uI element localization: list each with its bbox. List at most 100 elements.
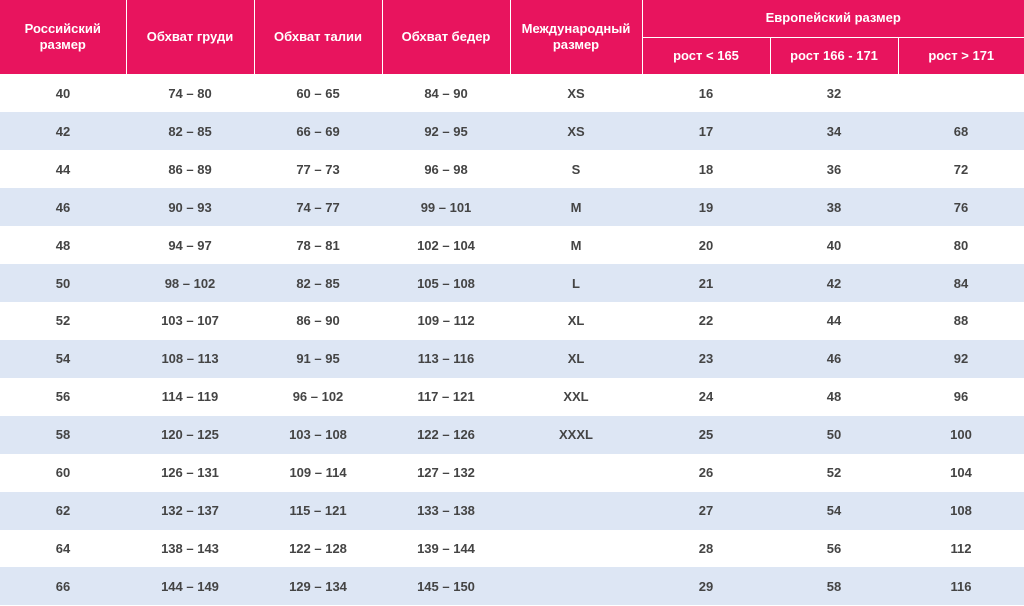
table-row: 42 82 – 85 66 – 69 92 – 95 XS 17 34 68 <box>0 112 1024 151</box>
table-cell: 18 <box>698 161 714 177</box>
table-row: 54 108 – 113 91 – 95 113 – 116 XL 23 46 92 <box>0 339 1024 378</box>
table-cell: 138 – 143 <box>161 541 219 557</box>
table-cell: 42 <box>770 264 898 303</box>
table-cell: 108 <box>898 491 1024 530</box>
table-cell: 44 <box>826 313 842 329</box>
table-cell: 76 <box>898 188 1024 227</box>
table-cell: 46 <box>0 188 126 227</box>
table-cell: L <box>510 264 642 303</box>
table-cell: 103 – 107 <box>161 313 219 329</box>
table-row: 60 126 – 131 109 – 114 127 – 132 26 52 104 <box>0 454 1024 492</box>
table-cell: 56 <box>826 541 842 557</box>
empty-cell <box>510 454 642 492</box>
table-cell: 60 <box>55 465 71 481</box>
table-cell: 91 – 95 <box>254 339 382 378</box>
table-cell: XL <box>567 313 585 329</box>
header-row: Российский размер Обхват груди Обхват тали… <box>0 0 1024 75</box>
table-cell: 92 – 95 <box>382 112 510 151</box>
table-cell: 56 <box>55 389 71 405</box>
table-cell: 54 <box>0 339 126 378</box>
table-cell: 88 <box>953 313 969 329</box>
table-cell: 62 <box>0 491 126 530</box>
table-cell: 122 – 126 <box>382 415 510 454</box>
table-cell: 120 – 125 <box>126 415 254 454</box>
table-cell: 54 <box>770 491 898 530</box>
table-cell: 58 <box>0 415 126 454</box>
table-row: 66 144 – 149 129 – 134 145 – 150 29 58 116 <box>0 567 1024 606</box>
table-cell: 26 <box>698 465 714 481</box>
table-cell: 36 <box>826 161 842 177</box>
table-cell: XXL <box>563 389 589 405</box>
table-cell: 78 – 81 <box>296 237 340 253</box>
table-cell: 40 <box>826 237 842 253</box>
table-cell: 104 <box>950 465 972 481</box>
table-cell: 44 <box>55 161 71 177</box>
table-row: 46 90 – 93 74 – 77 99 – 101 M 19 38 76 <box>0 188 1024 227</box>
table-cell: 52 <box>55 313 71 329</box>
table-cell: 58 <box>770 567 898 606</box>
table-row: 62 132 – 137 115 – 121 133 – 138 27 54 108 <box>0 491 1024 530</box>
column-header: Обхват талии <box>254 0 383 75</box>
table-cell: 22 <box>698 313 714 329</box>
table-cell: 86 – 90 <box>296 313 340 329</box>
table-cell: 129 – 134 <box>254 567 382 606</box>
table-cell: 102 – 104 <box>417 237 475 253</box>
table-cell: 66 <box>0 567 126 606</box>
table-cell: 77 – 73 <box>296 161 340 177</box>
table-cell: 108 – 113 <box>126 339 254 378</box>
table-cell: XXXL <box>510 415 642 454</box>
table-cell: 92 <box>898 339 1024 378</box>
table-cell: 109 – 114 <box>289 465 347 481</box>
table-cell: 50 <box>770 415 898 454</box>
table-cell: 98 – 102 <box>126 264 254 303</box>
table-cell: 82 – 85 <box>254 264 382 303</box>
table-cell: 86 – 89 <box>168 161 212 177</box>
table-cell: 25 <box>642 415 770 454</box>
table-cell: S <box>571 161 581 177</box>
table-cell: 82 – 85 <box>126 112 254 151</box>
table-cell: M <box>570 237 582 253</box>
table-cell: 50 <box>0 264 126 303</box>
table-cell: 48 <box>826 389 842 405</box>
table-cell: 40 <box>55 85 71 101</box>
table-row: 40 74 – 80 60 – 65 84 – 90 XS 16 32 <box>0 74 1024 112</box>
table-cell: 17 <box>642 112 770 151</box>
table-cell: 122 – 128 <box>289 541 347 557</box>
table-row: 48 94 – 97 78 – 81 102 – 104 M 20 40 80 <box>0 226 1024 264</box>
table-cell: 127 – 132 <box>417 465 475 481</box>
table-cell: 28 <box>698 541 714 557</box>
column-header: Обхват груди <box>126 0 255 75</box>
table-cell: 27 <box>642 491 770 530</box>
table-row: 44 86 – 89 77 – 73 96 – 98 S 18 36 72 <box>0 150 1024 188</box>
table-cell: 52 <box>826 465 842 481</box>
table-cell: 16 <box>698 85 714 101</box>
table-cell: 84 <box>898 264 1024 303</box>
table-row: 56 114 – 119 96 – 102 117 – 121 XXL 24 48 96 <box>0 378 1024 416</box>
empty-cell <box>510 491 642 530</box>
table-cell: 42 <box>0 112 126 151</box>
table-cell: 19 <box>642 188 770 227</box>
table-cell: 115 – 121 <box>254 491 382 530</box>
table-body: 40 74 – 80 60 – 65 84 – 90 XS 16 32 42 82 – 85 66… <box>0 74 1024 606</box>
table-cell: 105 – 108 <box>382 264 510 303</box>
table-cell: 113 – 116 <box>382 339 510 378</box>
table-cell: 74 – 77 <box>254 188 382 227</box>
table-cell: 66 – 69 <box>254 112 382 151</box>
sub-header: рост > 171 <box>898 37 1024 75</box>
table-cell: 114 – 119 <box>161 389 219 405</box>
empty-cell <box>510 530 642 568</box>
table-cell: 72 <box>953 161 969 177</box>
table-cell: 139 – 144 <box>417 541 475 557</box>
table-row: 50 98 – 102 82 – 85 105 – 108 L 21 42 84 <box>0 264 1024 303</box>
table-cell: 21 <box>642 264 770 303</box>
table-cell: XS <box>567 85 585 101</box>
table-cell: 100 <box>898 415 1024 454</box>
group-header: Европейский размер <box>642 0 1024 38</box>
column-header: Обхват бедер <box>382 0 511 75</box>
table-cell: 80 <box>953 237 969 253</box>
sub-header: рост < 165 <box>642 37 771 75</box>
table-cell: 68 <box>898 112 1024 151</box>
table-cell: 112 <box>950 541 972 557</box>
